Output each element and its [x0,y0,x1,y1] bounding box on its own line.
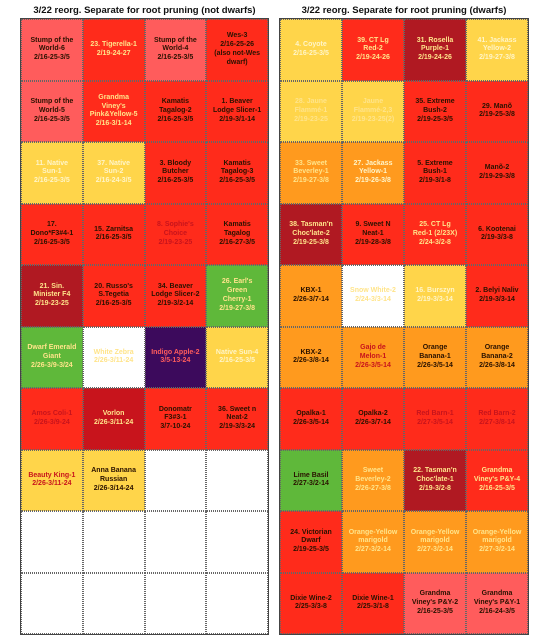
empty-cell [206,572,268,634]
plant-cell: Native Sun-4 2/16-25-3/5 [206,326,268,388]
empty-cell [21,572,83,634]
plant-cell: Stump of the World-4 2/16-25-3/5 [144,19,207,81]
plant-cell: Dixie Wine-1 2/25-3/1-8 [342,572,404,634]
sheet-dwarfs: 3/22 reorg. Separate for root pruning (d… [279,5,529,635]
plant-cell: 3. Bloody Butcher 2/16-25-3/5 [144,142,207,204]
empty-cell [21,511,83,573]
empty-cell [144,511,207,573]
sheet-title: 3/22 reorg. Separate for root pruning (d… [301,5,507,16]
plant-cell: Orange Banana-1 2/26-3/5-14 [404,326,466,388]
plant-cell: 28. Jaune Flammé-1 2/19-23-25 [280,80,342,142]
plant-cell: Grandma Viney's P&Y-4 2/16-25-3/5 [466,449,528,511]
plant-cell: 41. Jackass Yellow-2 2/19-27-3/8 [466,19,528,81]
plant-cell: 20. Russo's S.Tegetia 2/16-25-3/5 [82,265,145,327]
plant-cell: 29. Manõ 2/19-25-3/8 [466,80,528,142]
plant-cell: 15. Zarnitsa 2/16-25-3/5 [82,203,145,265]
plant-cell: Wes-3 2/16-25-26 (also not-Wes dwarf) [206,19,268,81]
plant-cell: 5. Extreme Bush-1 2/19-3/1-8 [404,142,466,204]
plant-cell: 22. Tasman'n Choc'late-1 2/19-3/2-8 [404,449,466,511]
plant-cell: 2. Belyi Naliv 2/19-3/3-14 [466,265,528,327]
empty-cell [206,511,268,573]
plant-cell: Sweet Beverley-2 2/26-27-3/8 [342,449,404,511]
plant-cell: 23. Tigerella-1 2/19-24-27 [82,19,145,81]
plant-cell: Stump of the World-6 2/16-25-3/5 [21,19,83,81]
plant-cell: Vorlon 2/26-3/11-24 [82,388,145,450]
plant-cell: 35. Extreme Bush-2 2/19-25-3/5 [404,80,466,142]
plant-cell: 36. Sweet n Neat-2 2/19-3/3-24 [206,388,268,450]
plant-cell: Red Barn-1 2/27-3/5-14 [404,388,466,450]
plant-cell: Lime Basil 2/27-3/2-14 [280,449,342,511]
tray-grid: Stump of the World-6 2/16-25-3/5 23. Tige… [20,18,269,635]
plant-cell: Grandma Viney's P&Y-2 2/16-25-3/5 [404,572,466,634]
plant-cell: 34. Beaver Lodge Slicer-2 2/19-3/2-14 [144,265,207,327]
plant-cell: 33. Sweet Beverley-1 2/19-27-3/8 [280,142,342,204]
empty-cell [144,449,207,511]
plant-cell: 39. CT Lg Red-2 2/19-24-26 [342,19,404,81]
plant-cell: Orange-Yellow marigold 2/27-3/2-14 [466,511,528,573]
plant-cell: Snow White-2 2/24-3/3-14 [342,265,404,327]
plant-cell: Kamatis Tagalog-2 2/16-25-3/5 [144,80,207,142]
plant-cell: Opalka-2 2/26-3/7-14 [342,388,404,450]
plant-cell: 24. Victorian Dwarf 2/19-25-3/5 [280,511,342,573]
empty-cell [82,511,145,573]
plant-cell: 17. Dono*F3#4-1 2/16-25-3/5 [21,203,83,265]
plant-cell: 8. Sophie's Choice 2/19-23-25 [144,203,207,265]
plant-cell: Red Barn-2 2/27-3/8-14 [466,388,528,450]
plant-cell: 4. Coyote 2/16-25-3/5 [280,19,342,81]
plant-cell: Orange Banana-2 2/26-3/8-14 [466,326,528,388]
plant-cell: Orange-Yellow marigold 2/27-3/2-14 [404,511,466,573]
plant-cell: Dixie Wine-2 2/25-3/3-8 [280,572,342,634]
plant-cell: Beauty King-1 2/26-3/11-24 [21,449,83,511]
plant-cell: 16. Burszyn 2/19-3/3-14 [404,265,466,327]
plant-cell: Opalka-1 2/26-3/5-14 [280,388,342,450]
plant-cell: 26. Earl's Green Cherry-1 2/19-27-3/8 [206,265,268,327]
plant-cell: 21. Sin. Minister F4 2/19-23-25 [21,265,83,327]
plant-cell: Anna Banana Russian 2/26-3/14-24 [82,449,145,511]
plant-cell: KBX-1 2/26-3/7-14 [280,265,342,327]
plant-cell: Jaune Flammé-2,3 2/19-23-25(2) [342,80,404,142]
plant-cell: Grandma Viney's Pink&Yellow-5 2/16-3/1-1… [82,80,145,142]
sheet-title: 3/22 reorg. Separate for root pruning (n… [33,5,256,16]
plant-cell: 1. Beaver Lodge Slicer-1 2/19-3/1-14 [206,80,268,142]
sheet-not-dwarfs: 3/22 reorg. Separate for root pruning (n… [20,5,269,635]
plant-cell: 9. Sweet N Neat-1 2/19-28-3/8 [342,203,404,265]
plant-cell: Dwarf Emerald Giant 2/26-3/9-3/24 [21,326,83,388]
plant-cell: White Zebra 2/26-3/11-24 [82,326,145,388]
plant-cell: 37. Native Sun-2 2/16-24-3/5 [82,142,145,204]
plant-cell: Indigo Apple-2 3/5-13-24 [144,326,207,388]
plant-cell: 31. Rosella Purple-1 2/19-24-26 [404,19,466,81]
plant-cell: Orange-Yellow marigold 2/27-3/2-14 [342,511,404,573]
plant-cell: Grandma Viney's P&Y-1 2/16-24-3/5 [466,572,528,634]
plant-cell: 27. Jackass Yellow-1 2/19-26-3/8 [342,142,404,204]
empty-cell [144,572,207,634]
empty-cell [82,572,145,634]
plant-cell: 6. Kootenai 2/19-3/3-8 [466,203,528,265]
plant-cell: Stump of the World-5 2/16-25-3/5 [21,80,83,142]
plant-cell: Kamatis Tagalog-3 2/16-25-3/5 [206,142,268,204]
plant-cell: Gajo de Melon-1 2/26-3/5-14 [342,326,404,388]
plant-cell: Donomatr F3#3-1 3/7-10-24 [144,388,207,450]
tray-grid: 4. Coyote 2/16-25-3/5 39. CT Lg Red-2 2/1… [279,18,529,635]
plant-cell: 38. Tasman'n Choc'late-2 2/19-25-3/8 [280,203,342,265]
plant-cell: Manõ-2 2/19-29-3/8 [466,142,528,204]
plant-cell: 11. Native Sun-1 2/16-25-3/5 [21,142,83,204]
empty-cell [206,449,268,511]
plant-cell: KBX-2 2/26-3/8-14 [280,326,342,388]
plant-cell: Amos Coli-1 2/26-3/9-24 [21,388,83,450]
plant-cell: Kamatis Tagalog 2/16-27-3/5 [206,203,268,265]
plant-cell: 25. CT Lg Red-1 (2/23X) 2/24-3/2-8 [404,203,466,265]
